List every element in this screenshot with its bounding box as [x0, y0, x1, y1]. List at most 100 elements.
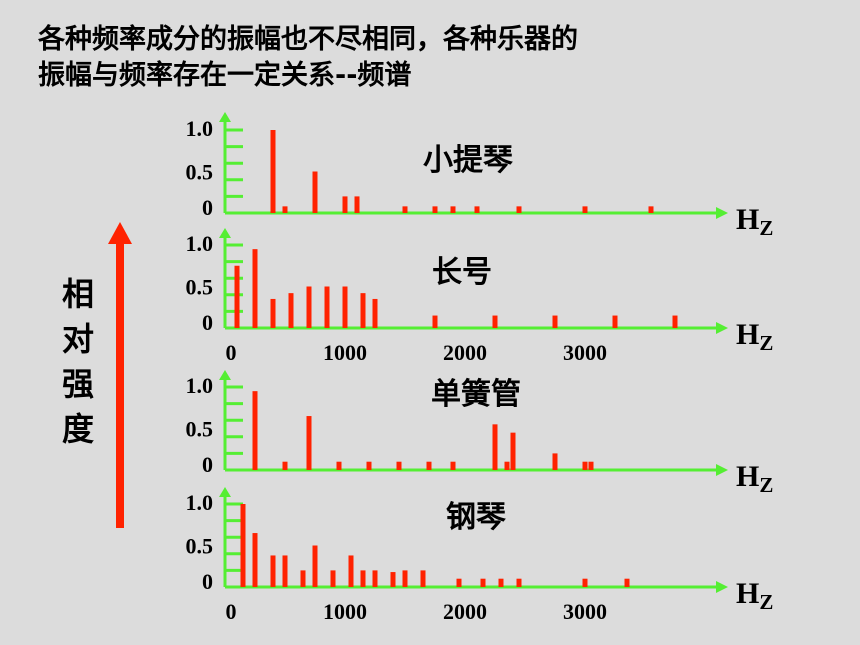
spectrum-bar: [360, 570, 366, 587]
spectrum-bar: [426, 461, 432, 470]
spectrum-bar: [480, 578, 486, 587]
unit-main: H: [736, 203, 759, 236]
spectrum-bar: [324, 286, 330, 328]
spectrum-bar: [492, 424, 498, 470]
spectrum-bar: [306, 416, 312, 470]
spectrum-bar: [240, 504, 246, 587]
spectrum-bar: [234, 265, 240, 328]
spectrum-bar: [516, 578, 522, 587]
instrument-title: 单簧管: [431, 377, 521, 412]
spectrum-panel: 1.0 0.5 0 钢琴 HZ 0 1000 2000 3000: [186, 487, 773, 624]
y-tick-label: 1.0: [186, 231, 214, 256]
spectrum-bar: [672, 315, 678, 328]
y-tick-label: 1.0: [186, 373, 214, 398]
caption: 各种频率成分的振幅也不尽相同，各种乐器的 振幅与频率存在一定关系--频谱: [38, 22, 578, 94]
spectrum-bar: [336, 461, 342, 470]
spectrum-panel: 1.0 0.5 0 单簧管 HZ: [186, 370, 773, 497]
spectrum-bar: [420, 570, 426, 587]
x-tick-label: 3000: [563, 340, 607, 365]
spectrum-bar: [270, 298, 276, 328]
y-axis-arrowhead: [219, 370, 231, 380]
spectrum-bar: [270, 130, 276, 213]
caption-line-1: 各种频率成分的振幅也不尽相同，各种乐器的: [38, 24, 578, 55]
x-axis-arrowhead: [716, 322, 728, 334]
side-label-char: 对: [61, 320, 94, 358]
x-tick-label: 0: [226, 599, 237, 624]
spectrum-bar: [432, 315, 438, 328]
x-tick-label: 0: [226, 340, 237, 365]
spectrum-bar: [342, 286, 348, 328]
spectrum-bar: [582, 578, 588, 587]
side-label-relative-intensity: 相对强度: [58, 272, 98, 452]
y-axis-arrowhead: [219, 228, 231, 238]
frequency-unit-label: HZ: [736, 318, 773, 355]
spectrum-bar: [252, 533, 258, 587]
spectrum-bar: [582, 461, 588, 470]
y-tick-label: 1.0: [186, 116, 214, 141]
unit-subscript: Z: [759, 590, 773, 614]
spectrum-bar: [312, 545, 318, 587]
side-label-char: 度: [61, 410, 94, 448]
spectrum-bar: [300, 570, 306, 587]
spectrum-bar: [252, 249, 258, 328]
spectrum-bar: [504, 461, 510, 470]
spectrum-bar: [348, 555, 354, 587]
spectrum-bar: [282, 206, 288, 213]
spectrum-bar: [282, 461, 288, 470]
y-tick-label: 1.0: [186, 490, 214, 515]
x-axis-arrowhead: [716, 207, 728, 219]
spectrum-panel: 1.0 0.5 0 小提琴 HZ: [186, 112, 773, 240]
y-tick-label: 0.5: [186, 417, 214, 442]
x-tick-label: 2000: [443, 340, 487, 365]
spectrum-bar: [390, 572, 396, 587]
unit-subscript: Z: [759, 216, 773, 240]
y-tick-label: 0: [202, 569, 213, 594]
spectrum-bar: [582, 206, 588, 213]
spectrum-bar: [510, 432, 516, 470]
spectrum-bar: [516, 206, 522, 213]
spectrum-bar: [330, 570, 336, 587]
spectrum-bar: [354, 196, 360, 213]
y-tick-label: 0.5: [186, 275, 214, 300]
spectrum-bar: [432, 206, 438, 213]
spectrum-bar: [360, 293, 366, 328]
spectrum-bar: [252, 391, 258, 470]
frequency-unit-label: HZ: [736, 577, 773, 614]
instrument-title: 长号: [432, 255, 492, 290]
instrument-title: 小提琴: [423, 143, 513, 178]
x-axis-arrowhead: [716, 581, 728, 593]
x-tick-label: 1000: [323, 599, 367, 624]
x-tick-label: 2000: [443, 599, 487, 624]
y-axis-arrowhead: [219, 487, 231, 497]
spectrum-bar: [588, 461, 594, 470]
spectrum-bar: [450, 461, 456, 470]
spectrum-bar: [366, 461, 372, 470]
y-tick-label: 0.5: [186, 160, 214, 185]
spectrum-bar: [372, 298, 378, 328]
side-label-char: 强: [61, 365, 94, 403]
spectrum-bar: [402, 570, 408, 587]
spectrum-panel: 1.0 0.5 0 长号 HZ 0 1000 2000 3000: [186, 228, 773, 365]
unit-main: H: [736, 318, 759, 351]
spectrum-bar: [402, 206, 408, 213]
y-axis-arrowhead: [219, 112, 231, 122]
y-tick-label: 0.5: [186, 534, 214, 559]
spectrum-bar: [270, 555, 276, 587]
spectrum-bar: [342, 196, 348, 213]
intensity-arrow: [108, 222, 132, 528]
spectrum-bar: [474, 206, 480, 213]
spectrum-bar: [624, 578, 630, 587]
instrument-title: 钢琴: [446, 500, 506, 535]
x-axis-arrowhead: [716, 464, 728, 476]
y-tick-label: 0: [202, 195, 213, 220]
spectrum-bar: [648, 206, 654, 213]
spectrum-bar: [498, 578, 504, 587]
unit-subscript: Z: [759, 331, 773, 355]
spectrum-bar: [612, 315, 618, 328]
side-label-text: 相对强度: [58, 272, 98, 452]
spectrum-bar: [450, 206, 456, 213]
spectrum-bar: [552, 315, 558, 328]
spectrum-bar: [552, 453, 558, 470]
caption-line-2: 振幅与频率存在一定关系--频谱: [38, 60, 412, 91]
